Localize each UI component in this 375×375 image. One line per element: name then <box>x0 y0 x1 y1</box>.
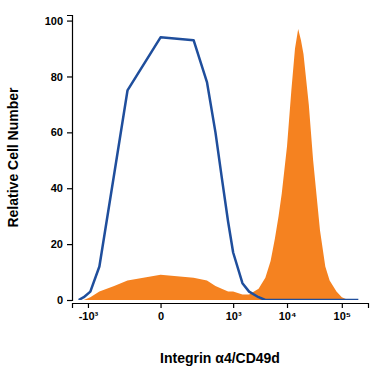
x-tick-mark <box>342 303 343 308</box>
y-tick-label: 100 <box>45 15 63 27</box>
x-tick: -10³ <box>79 303 99 322</box>
x-tick-mark <box>88 303 89 308</box>
y-tick-mark <box>67 300 72 301</box>
x-axis-title: Integrin α4/CD49d <box>160 350 280 366</box>
x-tick: 0 <box>158 303 164 322</box>
x-axis: -10³ 0 10³ 10⁴ 10⁵ <box>73 303 369 322</box>
histogram-area <box>79 29 359 300</box>
x-tick-label: -10³ <box>79 310 99 322</box>
y-axis: 0 20 40 60 80 100 <box>45 15 73 306</box>
y-tick-label: 0 <box>57 294 63 306</box>
x-tick: 10⁵ <box>334 303 351 322</box>
x-tick-mark <box>287 303 288 308</box>
y-tick: 100 <box>45 15 72 27</box>
y-tick: 60 <box>51 126 72 138</box>
y-tick-mark <box>67 132 72 133</box>
y-axis-title: Relative Cell Number <box>5 87 21 228</box>
y-tick-mark <box>67 20 72 21</box>
x-tick-label: 0 <box>158 310 164 322</box>
y-tick: 20 <box>51 238 72 250</box>
y-tick: 80 <box>51 70 72 82</box>
plot-marks <box>79 29 359 300</box>
y-tick-label: 60 <box>51 126 63 138</box>
y-axis-line <box>67 16 73 301</box>
x-tick-mark <box>233 303 234 308</box>
y-tick-mark <box>67 244 72 245</box>
y-tick-label: 80 <box>51 70 63 82</box>
chart: -10³ 0 10³ 10⁴ 10⁵ 0 20 40 60 80 100 Integrin α4/CD… <box>0 0 375 375</box>
x-tick: 10⁴ <box>279 303 297 322</box>
x-tick-label: 10³ <box>226 310 242 322</box>
y-tick: 0 <box>57 294 72 306</box>
x-tick: 10³ <box>226 303 242 322</box>
x-tick-mark <box>160 303 161 308</box>
y-tick: 40 <box>51 182 72 194</box>
x-tick-label: 10⁵ <box>334 310 351 322</box>
x-tick-label: 10⁴ <box>279 310 297 322</box>
histogram-line <box>79 37 359 300</box>
y-tick-mark <box>67 76 72 77</box>
y-tick-mark <box>67 188 72 189</box>
y-tick-label: 40 <box>51 182 63 194</box>
x-axis-line <box>73 304 369 309</box>
y-tick-label: 20 <box>51 238 63 250</box>
